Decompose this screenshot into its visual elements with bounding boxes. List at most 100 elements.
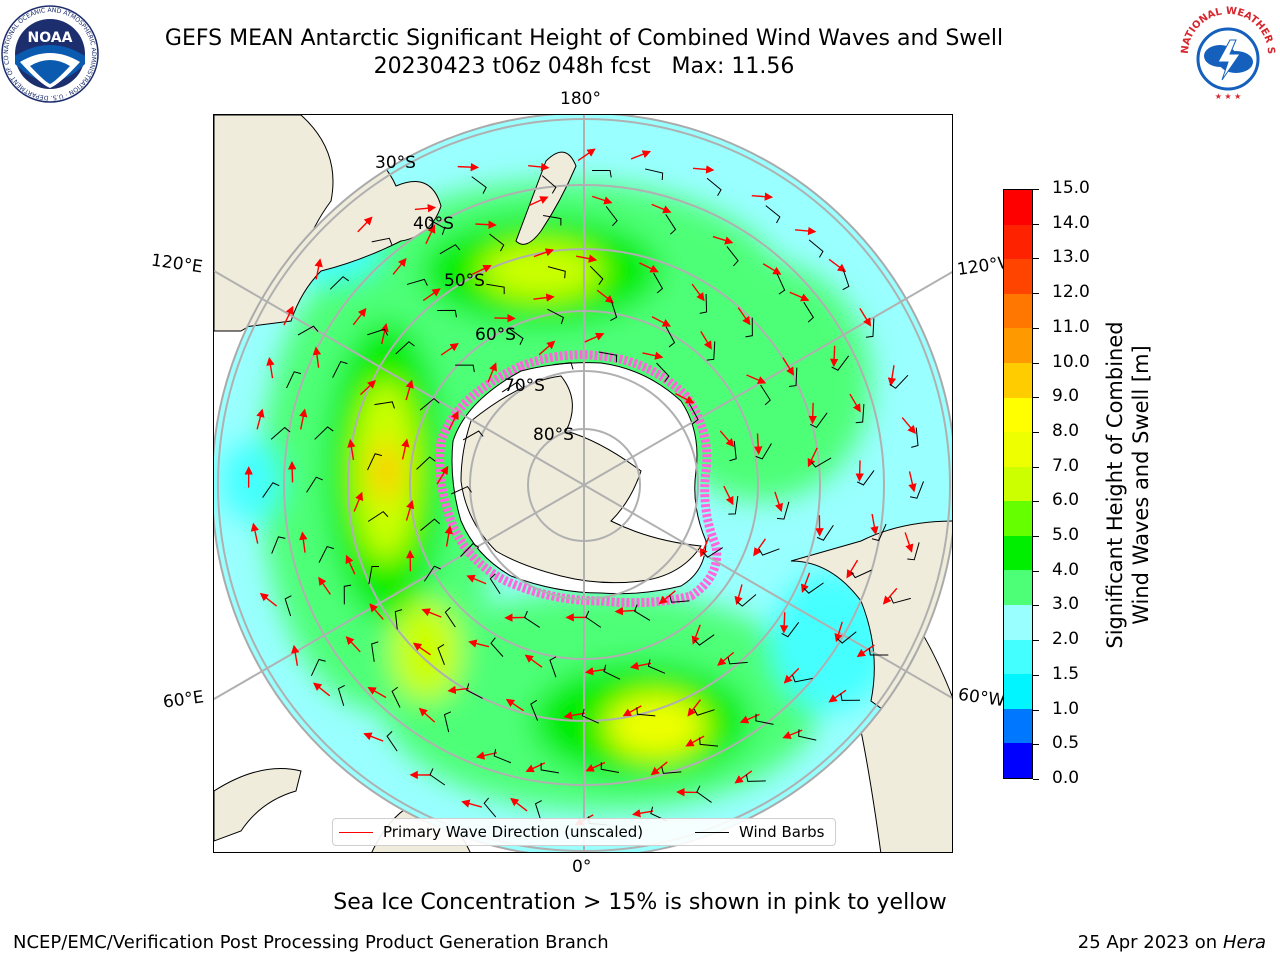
wind-barbs	[262, 168, 924, 826]
wind-barb	[443, 711, 452, 733]
wave-direction-arrow	[700, 330, 712, 350]
wind-barb	[406, 278, 428, 286]
footer-organization: NCEP/EMC/Verification Post Processing Pr…	[13, 932, 609, 953]
colorbar-tick	[1033, 570, 1039, 572]
wave-direction-arrow	[287, 460, 297, 483]
wind-barb	[816, 524, 834, 541]
wave-direction-arrow	[266, 356, 275, 379]
wind-barb	[460, 542, 480, 557]
colorbar-title-line-1: Significant Height of Combined	[1103, 321, 1127, 649]
wave-direction-arrow	[380, 323, 389, 345]
wave-direction-arrow	[774, 491, 783, 513]
wave-direction-arrow	[795, 226, 817, 236]
wave-direction-arrow	[299, 408, 308, 430]
wind-barb	[371, 641, 379, 662]
colorbar-tick	[1033, 466, 1039, 468]
wind-barb	[653, 272, 664, 294]
wave-direction-arrow	[846, 559, 859, 579]
colorbar-tick	[1033, 293, 1039, 295]
legend-swatch-wave	[339, 831, 373, 833]
wave-direction-arrow	[901, 417, 916, 434]
wind-barb	[367, 510, 389, 522]
wave-direction-arrow	[651, 316, 672, 327]
wind-barb	[907, 542, 920, 561]
footer-host: Hera	[1222, 932, 1266, 953]
wind-barb	[553, 362, 574, 370]
wave-direction-arrow	[629, 661, 652, 670]
wave-direction-arrow	[658, 590, 676, 605]
wind-barb	[661, 766, 682, 774]
wave-direction-arrow	[357, 216, 373, 233]
wind-barb	[755, 443, 772, 460]
wind-barb	[803, 301, 815, 323]
colorbar-segment	[1004, 569, 1032, 606]
wind-barb	[444, 606, 456, 628]
wind-barb	[455, 364, 475, 373]
wind-barb	[424, 565, 441, 582]
wave-direction-arrow	[472, 264, 492, 275]
wind-barb	[549, 656, 557, 678]
colorbar-segment	[1004, 466, 1032, 502]
wave-direction-arrow	[412, 642, 431, 656]
wind-barb	[420, 518, 441, 531]
colorbar-tick-label: 11.0	[1052, 316, 1090, 337]
wind-barb	[665, 326, 676, 348]
wind-barb	[437, 644, 445, 666]
noaa-logo-icon: NATIONAL OCEANIC AND ATMOSPHERIC ADMINIS…	[0, 4, 99, 103]
lon-label-60e: 60°E	[161, 687, 206, 713]
wave-direction-arrow	[448, 410, 459, 431]
wave-direction-arrow	[614, 606, 637, 616]
wind-barb	[332, 360, 348, 378]
wind-barb	[371, 237, 393, 245]
lat-label-60s: 60°S	[475, 325, 516, 345]
wave-direction-arrow	[422, 288, 441, 302]
wave-direction-arrow	[291, 644, 300, 666]
colorbar-tick-label: 4.0	[1052, 559, 1080, 580]
wave-direction-arrow	[753, 538, 767, 557]
lon-label-0: 0°	[572, 857, 592, 877]
wave-direction-arrow	[440, 343, 459, 356]
wave-direction-arrow	[457, 162, 480, 172]
wave-direction-arrow	[563, 711, 585, 720]
colorbar-tick-label: 12.0	[1052, 282, 1090, 303]
wave-direction-arrow	[734, 770, 753, 784]
legend-entry-wave-direction: Primary Wave Direction (unscaled)	[339, 823, 643, 841]
wave-direction-arrow	[401, 438, 410, 460]
wave-direction-arrow	[345, 636, 361, 653]
wind-barb	[808, 239, 824, 258]
nws-logo-icon: NATIONAL WEATHER SERVICE ★ ★ ★	[1178, 4, 1276, 101]
colorbar-segment	[1004, 293, 1032, 329]
wind-barb	[391, 686, 401, 708]
wind-barb	[419, 397, 440, 411]
wave-direction-arrow	[533, 293, 555, 302]
wind-barb	[696, 785, 712, 803]
colorbar	[1003, 189, 1033, 779]
wind-barb	[706, 341, 716, 361]
colorbar-tick-label: 3.0	[1052, 594, 1080, 615]
wind-barb	[429, 768, 446, 786]
wind-barb	[840, 693, 861, 701]
wave-direction-arrow	[436, 465, 449, 485]
wave-direction-arrow	[359, 379, 377, 396]
lat-label-50s: 50°S	[444, 271, 485, 291]
wave-direction-arrow	[849, 393, 861, 413]
wind-barb	[337, 684, 345, 706]
wind-barb	[890, 596, 911, 604]
wind-barb	[727, 656, 748, 665]
colorbar-tick	[1033, 397, 1039, 399]
title-line-1: GEFS MEAN Antarctic Significant Height o…	[164, 26, 1004, 51]
wind-barb	[665, 214, 677, 235]
wind-barb	[262, 482, 280, 498]
wind-barb	[871, 523, 887, 542]
wave-direction-arrow	[699, 537, 710, 558]
wind-barb	[633, 604, 651, 621]
wind-barb	[489, 573, 501, 595]
colorbar-tick-label: 5.0	[1052, 525, 1080, 546]
colorbar-tick	[1033, 779, 1039, 780]
wind-barb	[329, 276, 349, 290]
wave-direction-arrow	[312, 346, 322, 368]
colorbar-tick	[1033, 431, 1039, 433]
colorbar-tick	[1033, 674, 1039, 676]
wind-barb	[589, 265, 604, 285]
wave-direction-arrow	[789, 291, 810, 302]
